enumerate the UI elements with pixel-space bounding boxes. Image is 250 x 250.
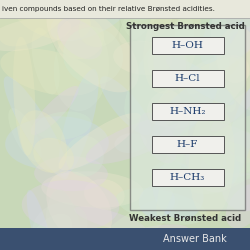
Ellipse shape xyxy=(119,0,174,44)
Ellipse shape xyxy=(27,190,55,250)
Ellipse shape xyxy=(186,140,226,180)
Ellipse shape xyxy=(46,171,112,244)
Ellipse shape xyxy=(63,27,123,85)
Ellipse shape xyxy=(126,0,160,21)
Ellipse shape xyxy=(41,171,144,208)
Ellipse shape xyxy=(20,110,67,173)
Ellipse shape xyxy=(155,55,249,128)
FancyBboxPatch shape xyxy=(130,25,245,210)
Ellipse shape xyxy=(221,25,250,58)
Ellipse shape xyxy=(6,0,82,18)
Ellipse shape xyxy=(26,214,72,250)
Text: iven compounds based on their relative Brønsted acidities.: iven compounds based on their relative B… xyxy=(2,6,215,12)
Ellipse shape xyxy=(229,131,250,164)
Ellipse shape xyxy=(86,115,189,164)
Ellipse shape xyxy=(11,0,91,41)
Ellipse shape xyxy=(57,18,102,59)
Ellipse shape xyxy=(50,0,137,42)
Ellipse shape xyxy=(152,79,217,144)
Text: H–NH₂: H–NH₂ xyxy=(169,107,206,116)
FancyBboxPatch shape xyxy=(152,37,224,54)
Ellipse shape xyxy=(79,7,120,47)
Ellipse shape xyxy=(8,108,42,162)
Ellipse shape xyxy=(0,17,71,51)
Ellipse shape xyxy=(160,120,250,177)
FancyBboxPatch shape xyxy=(152,136,224,153)
Ellipse shape xyxy=(226,184,250,228)
Ellipse shape xyxy=(0,0,80,46)
Ellipse shape xyxy=(222,172,250,211)
Ellipse shape xyxy=(190,144,239,192)
Ellipse shape xyxy=(106,224,190,250)
Ellipse shape xyxy=(74,206,146,233)
Ellipse shape xyxy=(34,156,108,191)
Ellipse shape xyxy=(124,18,194,120)
Text: H–F: H–F xyxy=(177,140,198,149)
Ellipse shape xyxy=(147,90,182,126)
Ellipse shape xyxy=(57,16,104,59)
Text: H–OH: H–OH xyxy=(172,41,203,50)
Ellipse shape xyxy=(213,84,236,113)
Ellipse shape xyxy=(201,141,250,174)
Ellipse shape xyxy=(5,116,109,170)
Ellipse shape xyxy=(189,103,235,219)
Ellipse shape xyxy=(154,40,186,91)
Ellipse shape xyxy=(90,196,178,250)
Ellipse shape xyxy=(185,113,250,194)
Ellipse shape xyxy=(169,238,209,250)
Ellipse shape xyxy=(4,76,69,179)
Ellipse shape xyxy=(31,86,79,135)
Ellipse shape xyxy=(65,136,104,176)
Ellipse shape xyxy=(58,69,98,176)
Ellipse shape xyxy=(45,190,85,250)
Ellipse shape xyxy=(0,48,99,96)
Ellipse shape xyxy=(22,180,119,231)
Ellipse shape xyxy=(54,24,109,111)
Ellipse shape xyxy=(151,154,250,186)
Ellipse shape xyxy=(58,113,141,170)
Text: H–CH₃: H–CH₃ xyxy=(170,173,205,182)
Ellipse shape xyxy=(200,0,248,64)
Ellipse shape xyxy=(84,179,124,210)
Ellipse shape xyxy=(46,1,139,92)
Bar xyxy=(0,0,250,18)
Ellipse shape xyxy=(179,57,239,95)
Ellipse shape xyxy=(211,87,250,132)
Ellipse shape xyxy=(223,85,250,187)
Ellipse shape xyxy=(116,188,206,225)
Ellipse shape xyxy=(144,0,201,94)
Text: H–Cl: H–Cl xyxy=(175,74,200,83)
Ellipse shape xyxy=(152,162,204,219)
Ellipse shape xyxy=(100,76,151,135)
Ellipse shape xyxy=(113,41,173,75)
FancyBboxPatch shape xyxy=(152,103,224,120)
FancyBboxPatch shape xyxy=(152,169,224,186)
Bar xyxy=(0,228,250,250)
Ellipse shape xyxy=(34,112,91,140)
Text: Weakest Brønsted acid: Weakest Brønsted acid xyxy=(129,214,241,223)
Ellipse shape xyxy=(138,112,177,163)
Ellipse shape xyxy=(114,133,147,153)
Ellipse shape xyxy=(174,0,231,102)
Ellipse shape xyxy=(166,56,234,105)
Ellipse shape xyxy=(32,202,88,250)
Ellipse shape xyxy=(33,138,74,174)
Ellipse shape xyxy=(32,28,60,94)
Ellipse shape xyxy=(201,153,241,185)
Text: Answer Bank: Answer Bank xyxy=(163,234,227,244)
Ellipse shape xyxy=(13,37,36,156)
Ellipse shape xyxy=(209,2,250,73)
Ellipse shape xyxy=(0,0,68,15)
Ellipse shape xyxy=(156,108,190,218)
Ellipse shape xyxy=(211,1,250,112)
Ellipse shape xyxy=(148,43,190,89)
Ellipse shape xyxy=(216,26,250,83)
Ellipse shape xyxy=(134,232,172,250)
FancyBboxPatch shape xyxy=(152,70,224,87)
Text: Strongest Brønsted acid: Strongest Brønsted acid xyxy=(126,22,244,31)
Ellipse shape xyxy=(119,0,176,42)
Ellipse shape xyxy=(139,185,175,218)
